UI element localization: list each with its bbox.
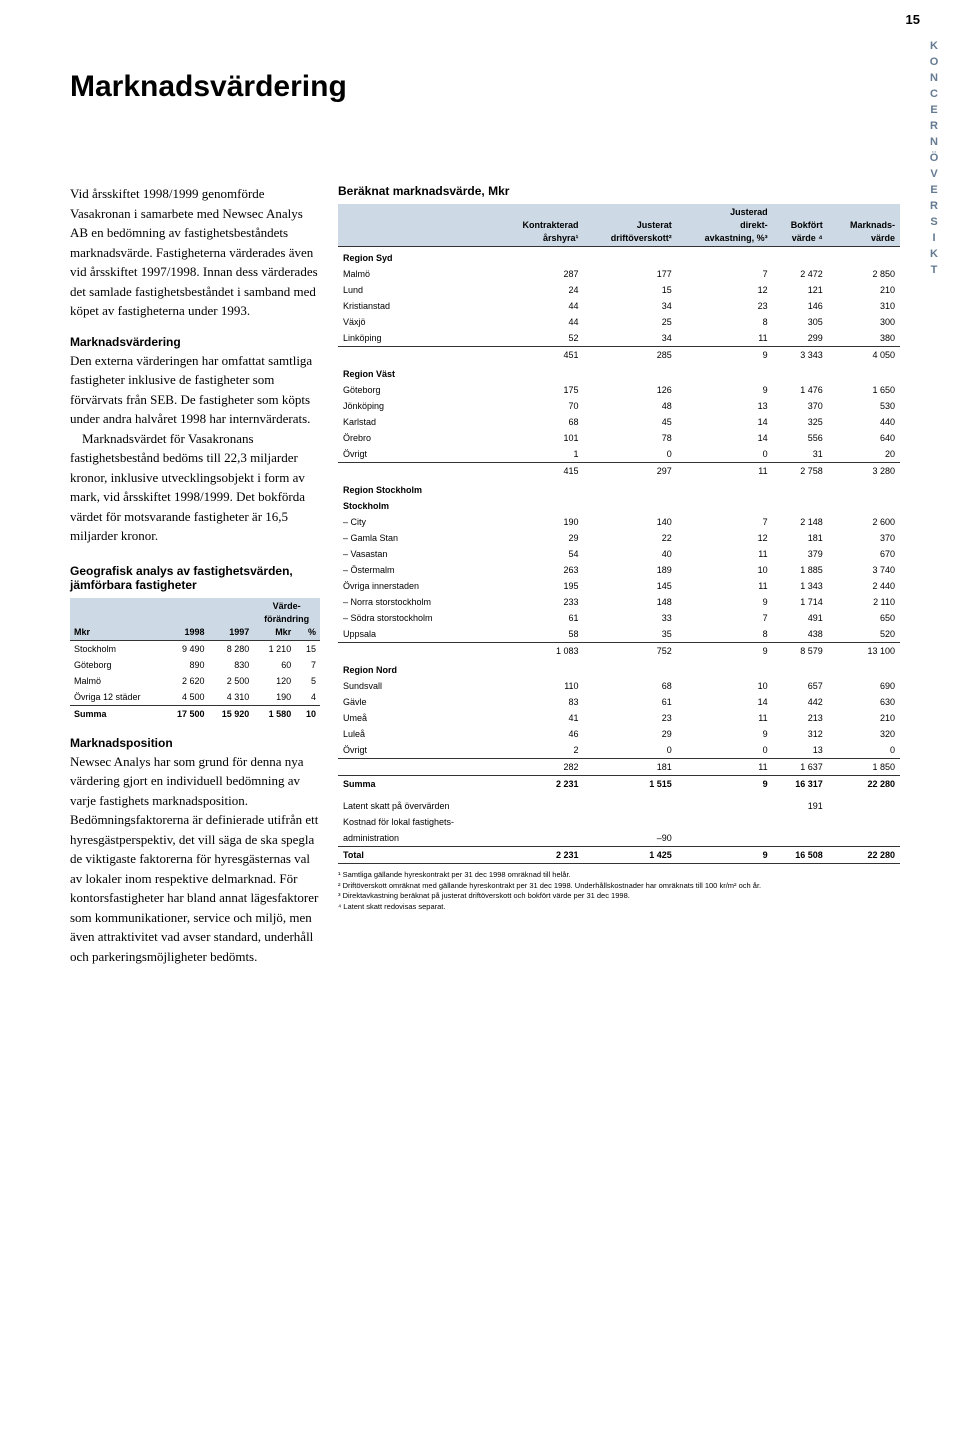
big-table-caption: Beräknat marknadsvärde, Mkr	[338, 184, 900, 198]
table-row: 282181111 6371 850	[338, 759, 900, 776]
region-head-row: Region Väst	[338, 363, 900, 382]
subhead-marknadsposition: Marknadsposition	[70, 736, 320, 750]
table-row: Göteborg890830607	[70, 657, 320, 673]
table-sum-row: Summa17 50015 9201 58010	[70, 705, 320, 722]
table-row: Karlstad684514325440	[338, 414, 900, 430]
table-row: administration–90	[338, 830, 900, 847]
intro-paragraph: Vid årsskiftet 1998/1999 genomförde Vasa…	[70, 184, 320, 321]
table-row: Latent skatt på övervärden191	[338, 798, 900, 814]
page-number: 15	[906, 12, 920, 27]
table-row: 45128593 3434 050	[338, 347, 900, 364]
table-row: Malmö2 6202 5001205	[70, 673, 320, 689]
table-row: Malmö28717772 4722 850	[338, 266, 900, 282]
table-row: Kostnad för lokal fastighets-	[338, 814, 900, 830]
table-row: Stockholm9 4908 2801 21015	[70, 640, 320, 657]
geographic-analysis-table: Värde- förändring Mkr 1998 1997 Mkr % St…	[70, 598, 320, 722]
region-subhead-row: Stockholm	[338, 498, 900, 514]
page-title: Marknadsvärdering	[70, 70, 900, 104]
table-row: Summa2 2311 515916 31722 280	[338, 776, 900, 793]
table-row: 415297112 7583 280	[338, 463, 900, 480]
table-row: Lund241512121210	[338, 282, 900, 298]
table-row: Jönköping704813370530	[338, 398, 900, 414]
subhead-marknadsvardering: Marknadsvärdering	[70, 335, 320, 349]
table-row: Linköping523411299380	[338, 330, 900, 347]
table-row: – Gamla Stan292212181370	[338, 530, 900, 546]
region-head-row: Region Stockholm	[338, 479, 900, 498]
body-paragraph: Den externa värderingen har omfattat sam…	[70, 351, 320, 429]
table-row: 1 08375298 57913 100	[338, 643, 900, 660]
small-table-caption: Geografisk analys av fastighetsvärden, j…	[70, 564, 320, 592]
region-head-row: Region Syd	[338, 247, 900, 267]
table-row: – Östermalm263189101 8853 740	[338, 562, 900, 578]
body-paragraph: Marknadsvärdet för Vasakronans fastighet…	[70, 429, 320, 546]
region-head-row: Region Nord	[338, 659, 900, 678]
table-row: – Norra storstockholm23314891 7142 110	[338, 594, 900, 610]
table-row: Gävle836114442630	[338, 694, 900, 710]
table-row: – Vasastan544011379670	[338, 546, 900, 562]
body-paragraph: Newsec Analys har som grund för denna ny…	[70, 752, 320, 967]
table-footnotes: ¹ Samtliga gällande hyreskontrakt per 31…	[338, 870, 900, 912]
table-row: Övriga 12 städer4 5004 3101904	[70, 689, 320, 706]
table-row: Örebro1017814556640	[338, 430, 900, 446]
table-row: Övrigt200130	[338, 742, 900, 759]
table-row: Total2 2311 425916 50822 280	[338, 847, 900, 864]
market-value-table: Justerad Kontrakterad Justerat direkt- B…	[338, 204, 900, 864]
table-row: Umeå412311213210	[338, 710, 900, 726]
table-row: Göteborg17512691 4761 650	[338, 382, 900, 398]
table-row: Uppsala58358438520	[338, 626, 900, 643]
table-row: Sundsvall1106810657690	[338, 678, 900, 694]
table-row: Luleå46299312320	[338, 726, 900, 742]
table-row: Övriga innerstaden195145111 3432 440	[338, 578, 900, 594]
table-row: – Södra storstockholm61337491650	[338, 610, 900, 626]
table-row: Kristianstad443423146310	[338, 298, 900, 314]
section-label-vertical: KONCERNÖVERSIKT	[928, 40, 940, 280]
table-row: Övrigt1003120	[338, 446, 900, 463]
table-row: – City19014072 1482 600	[338, 514, 900, 530]
table-row: Växjö44258305300	[338, 314, 900, 330]
